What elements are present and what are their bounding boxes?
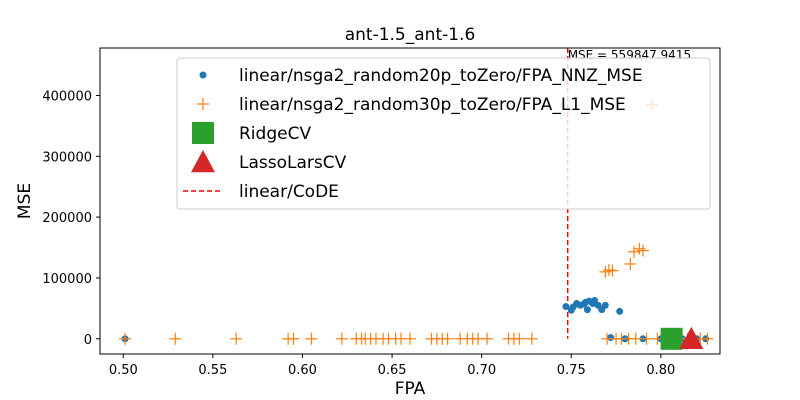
data-point-plus bbox=[230, 332, 243, 345]
x-tick-label: 0.50 bbox=[109, 363, 138, 378]
data-point-plus bbox=[606, 264, 619, 277]
legend-label: linear/CoDE bbox=[239, 182, 339, 202]
x-tick-label: 0.60 bbox=[288, 363, 317, 378]
y-axis-label: MSE bbox=[15, 183, 35, 219]
data-point-plus bbox=[640, 332, 653, 345]
data-point-plus bbox=[701, 332, 714, 345]
chart-title: ant-1.5_ant-1.6 bbox=[345, 25, 476, 45]
y-tick-label: 200000 bbox=[42, 211, 92, 226]
x-tick-label: 0.70 bbox=[467, 363, 496, 378]
data-point-plus bbox=[335, 332, 348, 345]
data-point-plus bbox=[627, 245, 640, 258]
data-point-plus bbox=[441, 332, 454, 345]
legend-marker-plus bbox=[197, 98, 209, 110]
legend-box bbox=[176, 57, 711, 210]
legend: linear/nsga2_random20p_toZero/FPA_NNZ_MS… bbox=[176, 57, 711, 210]
legend-marker-square bbox=[192, 122, 214, 144]
y-axis-ticks: 0 100000 200000 300000 400000 bbox=[42, 89, 100, 348]
data-point-plus bbox=[629, 332, 642, 345]
data-point-plus bbox=[119, 332, 132, 345]
data-point-plus bbox=[481, 332, 494, 345]
x-axis-label: FPA bbox=[395, 379, 426, 399]
data-point-plus bbox=[287, 332, 300, 345]
data-point-plus bbox=[305, 332, 318, 345]
plot-frame bbox=[99, 47, 721, 355]
data-point-dot bbox=[607, 334, 615, 342]
legend-label: linear/nsga2_random30p_toZero/FPA_L1_MSE bbox=[239, 95, 626, 115]
data-point-triangle bbox=[679, 326, 704, 349]
legend-label: RidgeCV bbox=[239, 124, 311, 144]
x-axis-ticks: 0.50 0.55 0.60 0.65 0.70 0.75 0.80 bbox=[109, 354, 675, 378]
data-point-plus bbox=[404, 332, 416, 345]
data-point-plus bbox=[169, 332, 182, 345]
data-point-dot bbox=[583, 306, 591, 314]
y-tick-label: 300000 bbox=[42, 150, 92, 165]
x-tick-label: 0.55 bbox=[198, 363, 227, 378]
data-point-plus bbox=[602, 264, 615, 277]
data-point-plus bbox=[525, 332, 538, 345]
data-point-square bbox=[660, 327, 683, 350]
data-point-plus bbox=[624, 257, 637, 270]
data-point-dot bbox=[616, 307, 624, 315]
data-point-dot bbox=[591, 296, 599, 304]
data-point-plus bbox=[636, 244, 649, 257]
data-point-plus bbox=[599, 265, 612, 278]
x-tick-label: 0.65 bbox=[378, 363, 407, 378]
data-point-dot bbox=[601, 301, 609, 309]
legend-label: LassoLarsCV bbox=[239, 153, 347, 173]
y-tick-label: 400000 bbox=[42, 89, 92, 104]
legend-marker-triangle bbox=[191, 150, 215, 173]
data-point-plus bbox=[513, 332, 526, 345]
x-tick-label: 0.80 bbox=[646, 363, 675, 378]
legend-marker-dot bbox=[199, 71, 207, 79]
data-point-dot bbox=[562, 303, 570, 311]
x-tick-label: 0.75 bbox=[557, 363, 586, 378]
legend-label: linear/nsga2_random20p_toZero/FPA_NNZ_MS… bbox=[239, 66, 643, 86]
data-point-plus bbox=[633, 242, 646, 255]
y-tick-label: 100000 bbox=[42, 272, 92, 287]
y-tick-label: 0 bbox=[84, 333, 92, 348]
